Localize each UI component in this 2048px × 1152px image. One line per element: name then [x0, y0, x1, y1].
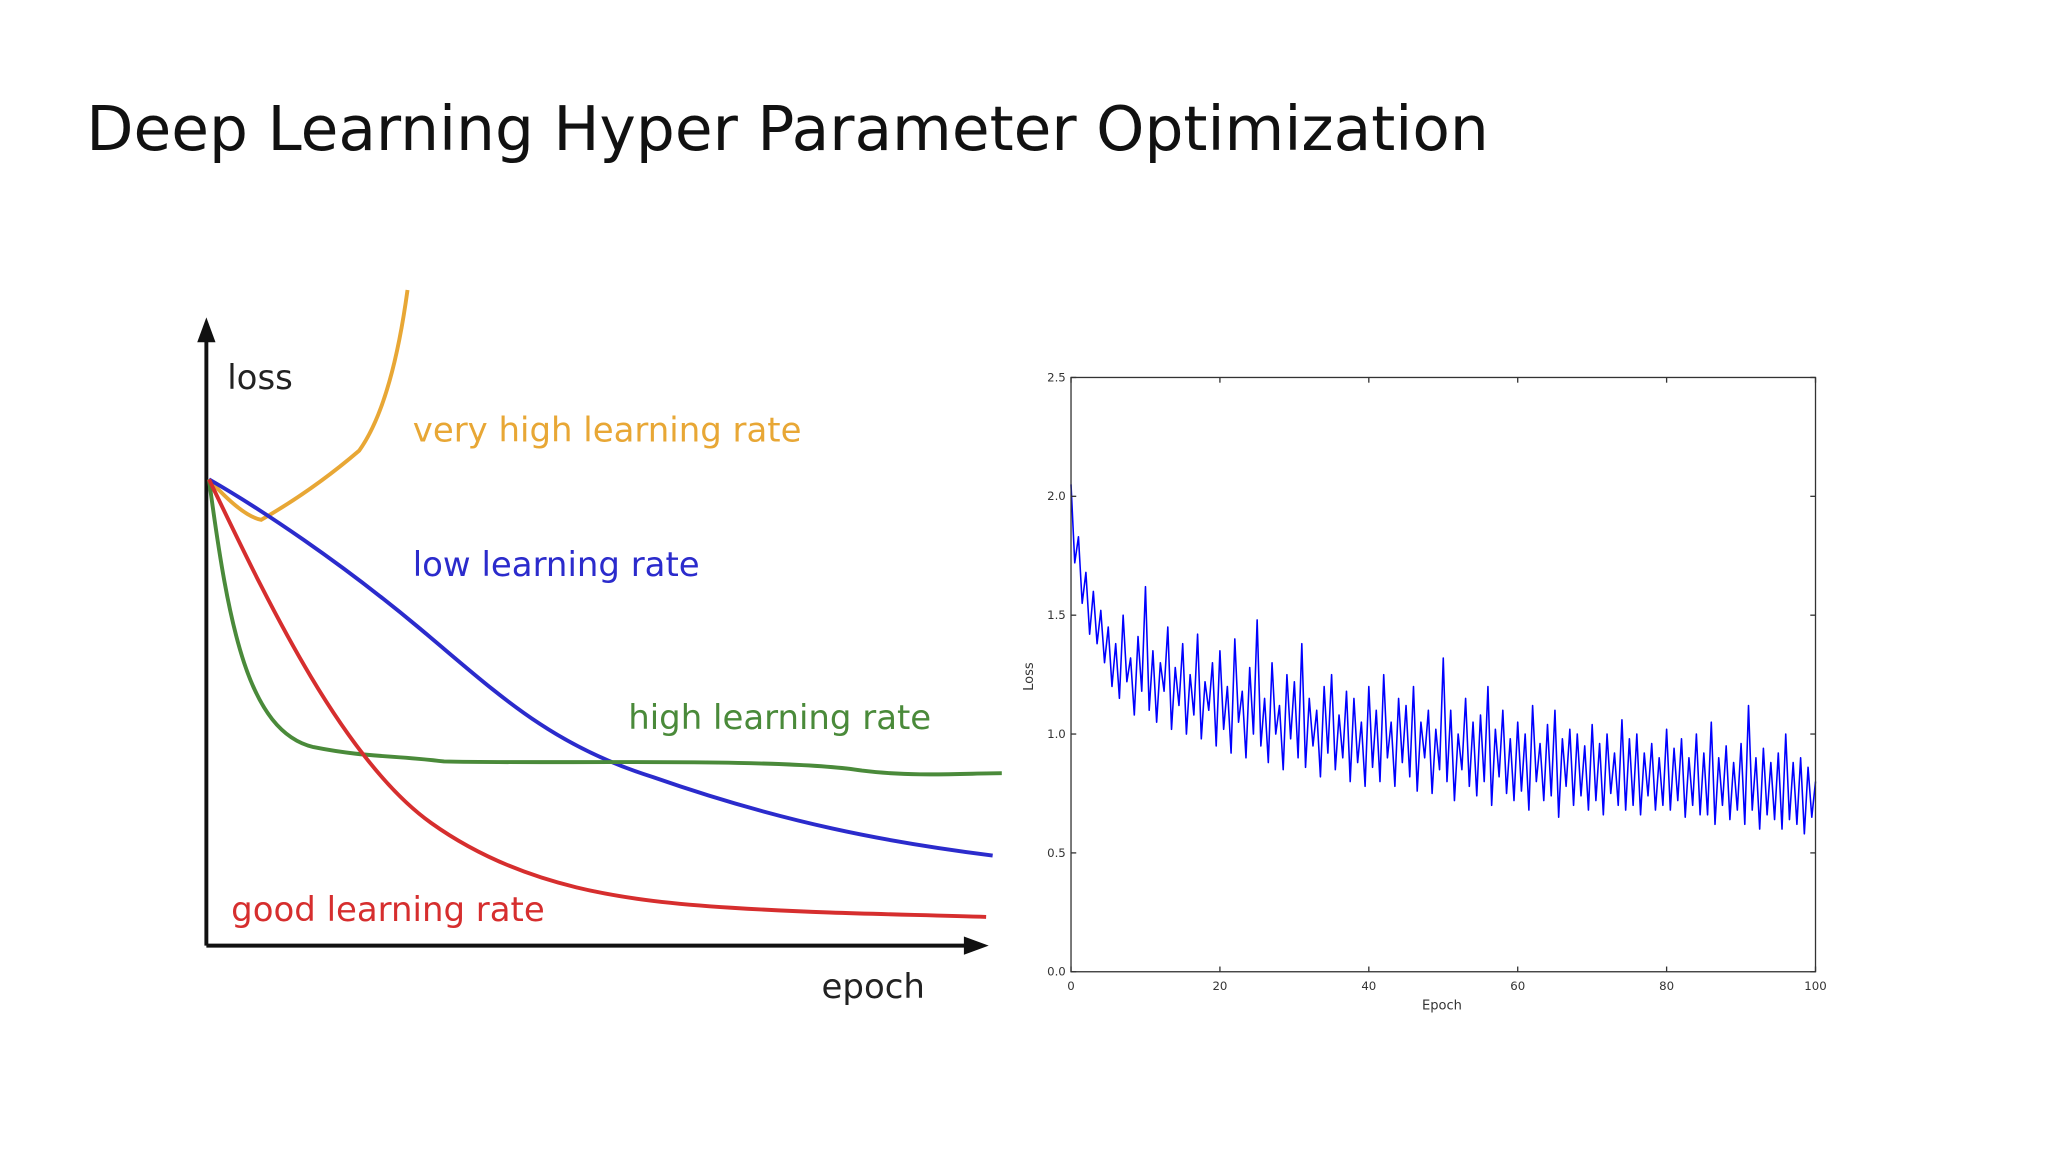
learning-rate-diagram: loss epoch very high learning rate low l…: [197, 289, 1002, 1007]
x-arrow: [963, 936, 989, 955]
good-curve: [207, 478, 987, 919]
loss-line: [1070, 484, 1817, 835]
y-tick-label: 2.0: [1047, 489, 1066, 503]
very-high-curve: [207, 289, 410, 522]
curve-label: high learning rate: [628, 698, 931, 738]
slide-title: Deep Learning Hyper Parameter Optimizati…: [86, 94, 1489, 165]
x-tick-label: 20: [1212, 979, 1227, 993]
plot-frame: [1070, 376, 1817, 973]
high-curve: [207, 479, 1002, 777]
curve-label: very high learning rate: [413, 410, 802, 450]
x-tick-label: 100: [1804, 979, 1826, 993]
curve-label: low learning rate: [413, 545, 700, 585]
y-tick-label: 1.5: [1047, 608, 1066, 622]
y-tick-label: 0.0: [1047, 965, 1066, 979]
y-tick-label: 1.0: [1047, 727, 1066, 741]
x-tick-label: 0: [1067, 979, 1074, 993]
x-tick-label: 40: [1361, 979, 1376, 993]
y-tick-label: 0.5: [1047, 846, 1066, 860]
loss-chart: Epoch Loss 0 20 40 60 80 100 0.0 0.5 1.0 1.5 2.0 2.…: [1022, 370, 1827, 1013]
x-axis-label: epoch: [822, 967, 925, 1007]
y-tick-label: 2.5: [1047, 370, 1066, 384]
y-axis-label: loss: [227, 358, 293, 398]
x-tick-label: 80: [1659, 979, 1674, 993]
y-arrow: [197, 317, 216, 343]
low-curve: [208, 477, 993, 858]
x-axis-title: Epoch: [1422, 999, 1462, 1014]
curve-label: good learning rate: [231, 890, 545, 930]
x-tick-label: 60: [1510, 979, 1525, 993]
y-axis-title: Loss: [1022, 662, 1037, 691]
